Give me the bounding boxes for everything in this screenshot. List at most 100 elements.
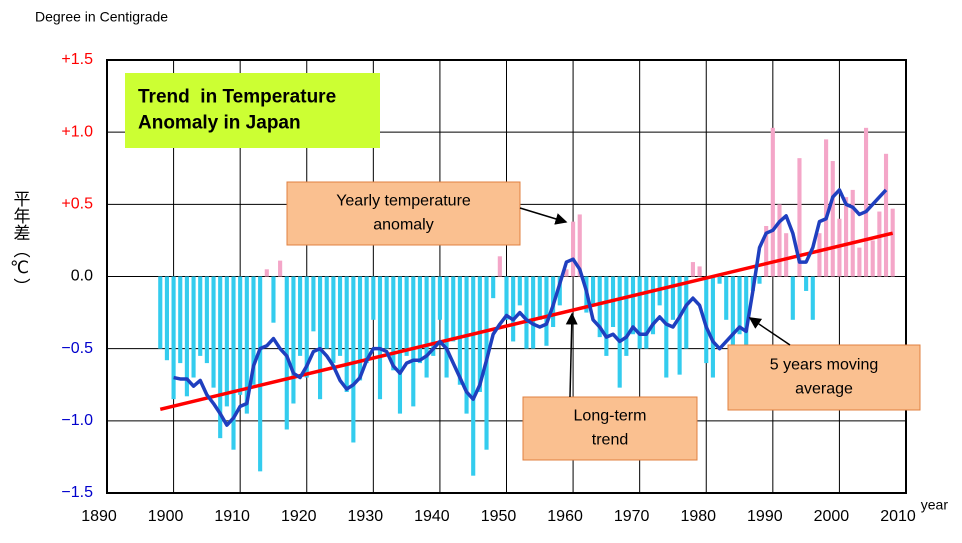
bar: [171, 276, 176, 400]
bar: [557, 276, 562, 306]
line: [173, 188, 888, 427]
annotation-text: average: [795, 381, 853, 398]
unit-label: Degree in Centigrade: [35, 9, 168, 25]
x-tick-label: 2000: [814, 508, 850, 525]
callout-arrow: [565, 312, 578, 398]
bar: [357, 276, 363, 381]
annotation-text: Yearly temperature: [336, 193, 471, 210]
bar: [630, 276, 636, 335]
bar: [331, 276, 336, 364]
bar: [244, 276, 249, 414]
bar: [178, 276, 183, 364]
bar: [717, 276, 722, 284]
bar: [377, 276, 383, 400]
bar: [457, 276, 462, 385]
bar: [597, 276, 602, 338]
bar: [404, 276, 409, 356]
annotation-text: Long-term: [574, 408, 647, 425]
bar: [564, 269, 569, 277]
bar: [797, 158, 802, 277]
bar: [158, 276, 163, 349]
bar: [724, 276, 729, 320]
bar: [191, 276, 196, 378]
bar: [670, 276, 676, 320]
bar: [790, 276, 795, 320]
bar: [291, 276, 296, 404]
x-tick-label: 1930: [348, 508, 384, 525]
bar: [218, 276, 223, 439]
bar: [411, 276, 416, 407]
bar: [777, 204, 782, 277]
bar: [544, 276, 549, 346]
bar: [664, 276, 669, 378]
x-tick-label: 1960: [547, 508, 583, 525]
annotation-text: Anomaly in Japan: [138, 113, 301, 134]
bar: [617, 276, 622, 388]
y-tick-label: 0.0: [71, 268, 93, 285]
bar: [684, 276, 689, 349]
bar: [298, 276, 303, 356]
plot-frame: [106, 59, 907, 494]
bar: [271, 276, 276, 323]
bar: [810, 276, 815, 320]
bar: [677, 276, 682, 375]
bar: [637, 276, 642, 349]
bar: [690, 262, 695, 277]
x-axis-label: year: [921, 497, 949, 513]
bar: [184, 276, 189, 397]
bar: [850, 189, 855, 277]
bar: [251, 276, 256, 385]
bar: [444, 276, 449, 378]
bar: [451, 276, 456, 342]
bar: [877, 211, 882, 277]
bar: [324, 276, 329, 349]
bar: [704, 276, 709, 364]
annotation-text: anomaly: [373, 217, 433, 234]
bar: [504, 276, 509, 320]
bar: [517, 276, 522, 306]
bar: [304, 276, 309, 378]
bar: [770, 127, 775, 277]
y-tick-label: −1.0: [61, 412, 93, 429]
bar: [531, 276, 536, 349]
bar: [710, 276, 715, 378]
x-tick-label: 1970: [614, 508, 650, 525]
bar: [764, 225, 769, 277]
x-tick-label: 1980: [680, 508, 716, 525]
annotation-text: 5 years moving: [770, 357, 879, 374]
bar: [471, 276, 476, 476]
bar: [344, 276, 349, 392]
annotation-text: Trend in Temperature: [138, 87, 336, 108]
bar: [337, 276, 343, 356]
callout-arrow: [748, 317, 791, 346]
bar: [384, 276, 389, 349]
bar: [824, 139, 829, 277]
bar: [238, 276, 243, 395]
bar: [497, 256, 502, 277]
bar: [224, 276, 229, 407]
bar: [278, 260, 283, 277]
x-tick-label: 1920: [281, 508, 317, 525]
callout-arrow: [519, 207, 568, 225]
bar: [697, 266, 702, 277]
bar: [784, 233, 789, 277]
x-tick-label: 2010: [880, 508, 916, 525]
bar: [284, 276, 289, 430]
annotation-text: trend: [592, 432, 628, 449]
x-tick-label: 1990: [747, 508, 783, 525]
bar: [397, 276, 403, 414]
bar: [264, 269, 269, 277]
title-box: [125, 73, 380, 148]
bar: [351, 276, 356, 443]
bar: [590, 276, 596, 306]
bar: [524, 276, 529, 349]
bar: [464, 276, 469, 414]
bar: [537, 276, 542, 320]
bar: [231, 276, 236, 450]
bar: [650, 276, 656, 335]
y-axis-label: 平年差（℃）: [11, 190, 31, 295]
yearly-callout: [286, 181, 521, 246]
bar: [437, 276, 442, 320]
x-tick-label: 1910: [214, 508, 250, 525]
